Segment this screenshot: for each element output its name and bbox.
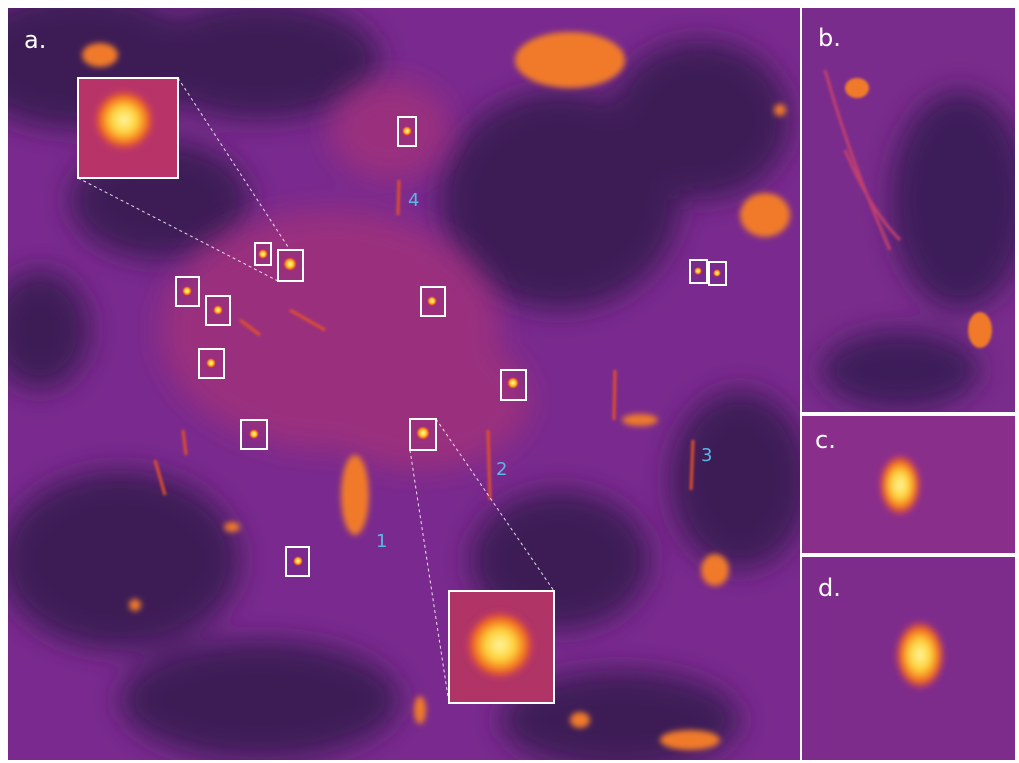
panel-label: a. <box>24 26 46 54</box>
panel-label: d. <box>818 574 841 602</box>
panel-label: b. <box>818 24 841 52</box>
inset-bottom <box>449 591 554 703</box>
panel-label: c. <box>815 426 836 454</box>
panel-b-image <box>802 8 1019 412</box>
figure: a. b. c. d. 1 2 3 4 <box>0 0 1019 763</box>
marker-label: 4 <box>408 190 419 211</box>
inset-top <box>78 78 178 178</box>
marker-label: 1 <box>376 531 387 552</box>
marker-label: 3 <box>701 445 712 466</box>
marker-label: 2 <box>496 459 507 480</box>
